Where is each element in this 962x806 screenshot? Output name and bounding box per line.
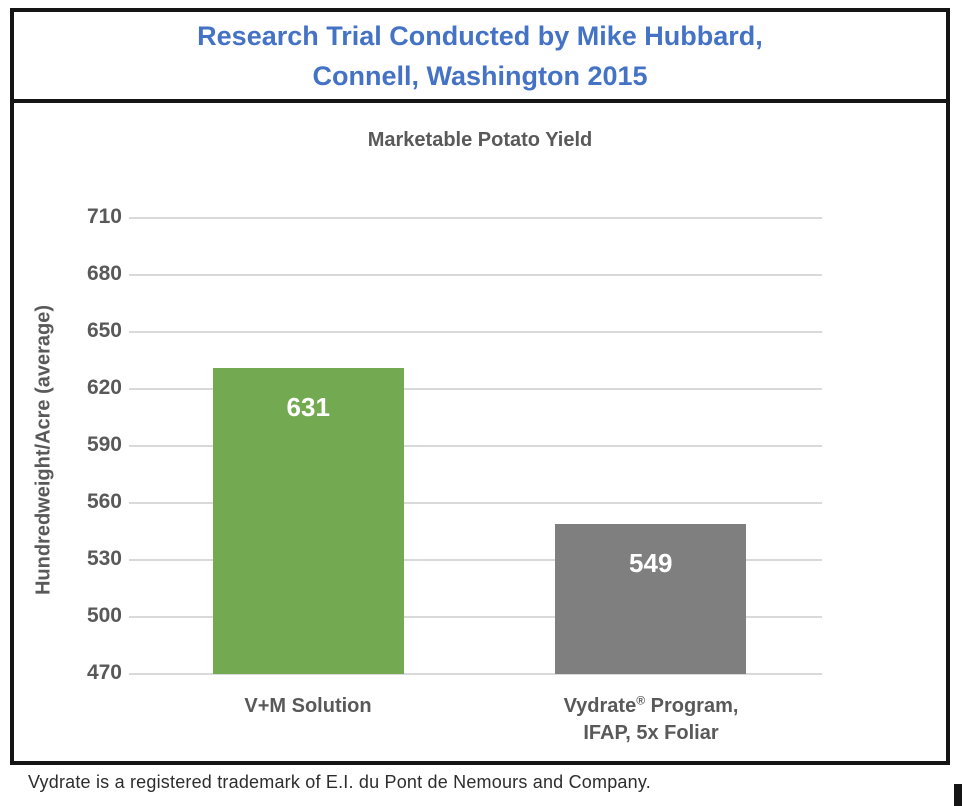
- category-label-line1: Vydrate® Program,: [563, 693, 739, 717]
- bar-vm-solution: [212, 368, 404, 674]
- clipped-edge-shape: [954, 784, 962, 806]
- y-tick-label-680: 680: [86, 262, 122, 285]
- y-tick-label-590: 590: [86, 433, 122, 456]
- gridline-710: [129, 217, 822, 219]
- data-label-549: 549: [629, 547, 673, 578]
- y-tick-label-710: 710: [86, 205, 122, 228]
- y-tick-label-530: 530: [86, 547, 122, 570]
- bar-vydrate-program: [555, 523, 747, 674]
- trademark-footnote: Vydrate is a registered trademark of E.I…: [28, 772, 651, 792]
- header-title-line2: Connell, Washington 2015: [312, 60, 648, 91]
- gridline-470: [129, 673, 822, 675]
- gridline-620: [129, 388, 822, 390]
- gridline-530: [129, 559, 822, 561]
- gridline-650: [129, 331, 822, 333]
- gridline-680: [129, 274, 822, 276]
- y-tick-label-650: 650: [86, 319, 122, 342]
- registered-trademark-symbol: ®: [636, 693, 646, 708]
- y-tick-label-470: 470: [86, 661, 122, 684]
- gridline-560: [129, 502, 822, 504]
- header-title-line1: Research Trial Conducted by Mike Hubbard…: [197, 20, 763, 51]
- chart-title: Marketable Potato Yield: [367, 129, 593, 151]
- y-tick-label-560: 560: [86, 490, 122, 513]
- category-label-vm-solution: V+M Solution: [162, 693, 454, 720]
- category-label-line2: IFAP, 5x Foliar: [583, 722, 719, 744]
- gridline-590: [129, 445, 822, 447]
- y-tick-label-620: 620: [86, 376, 122, 399]
- category-label-vydrate-program: Vydrate® Program, IFAP, 5x Foliar: [505, 693, 797, 747]
- chart-outer-border: [10, 8, 950, 765]
- category-label-text: V+M Solution: [244, 695, 372, 717]
- data-label-631: 631: [286, 392, 330, 423]
- gridline-500: [129, 616, 822, 618]
- y-tick-label-500: 500: [86, 604, 122, 627]
- header-title-box: Research Trial Conducted by Mike Hubbard…: [14, 12, 946, 103]
